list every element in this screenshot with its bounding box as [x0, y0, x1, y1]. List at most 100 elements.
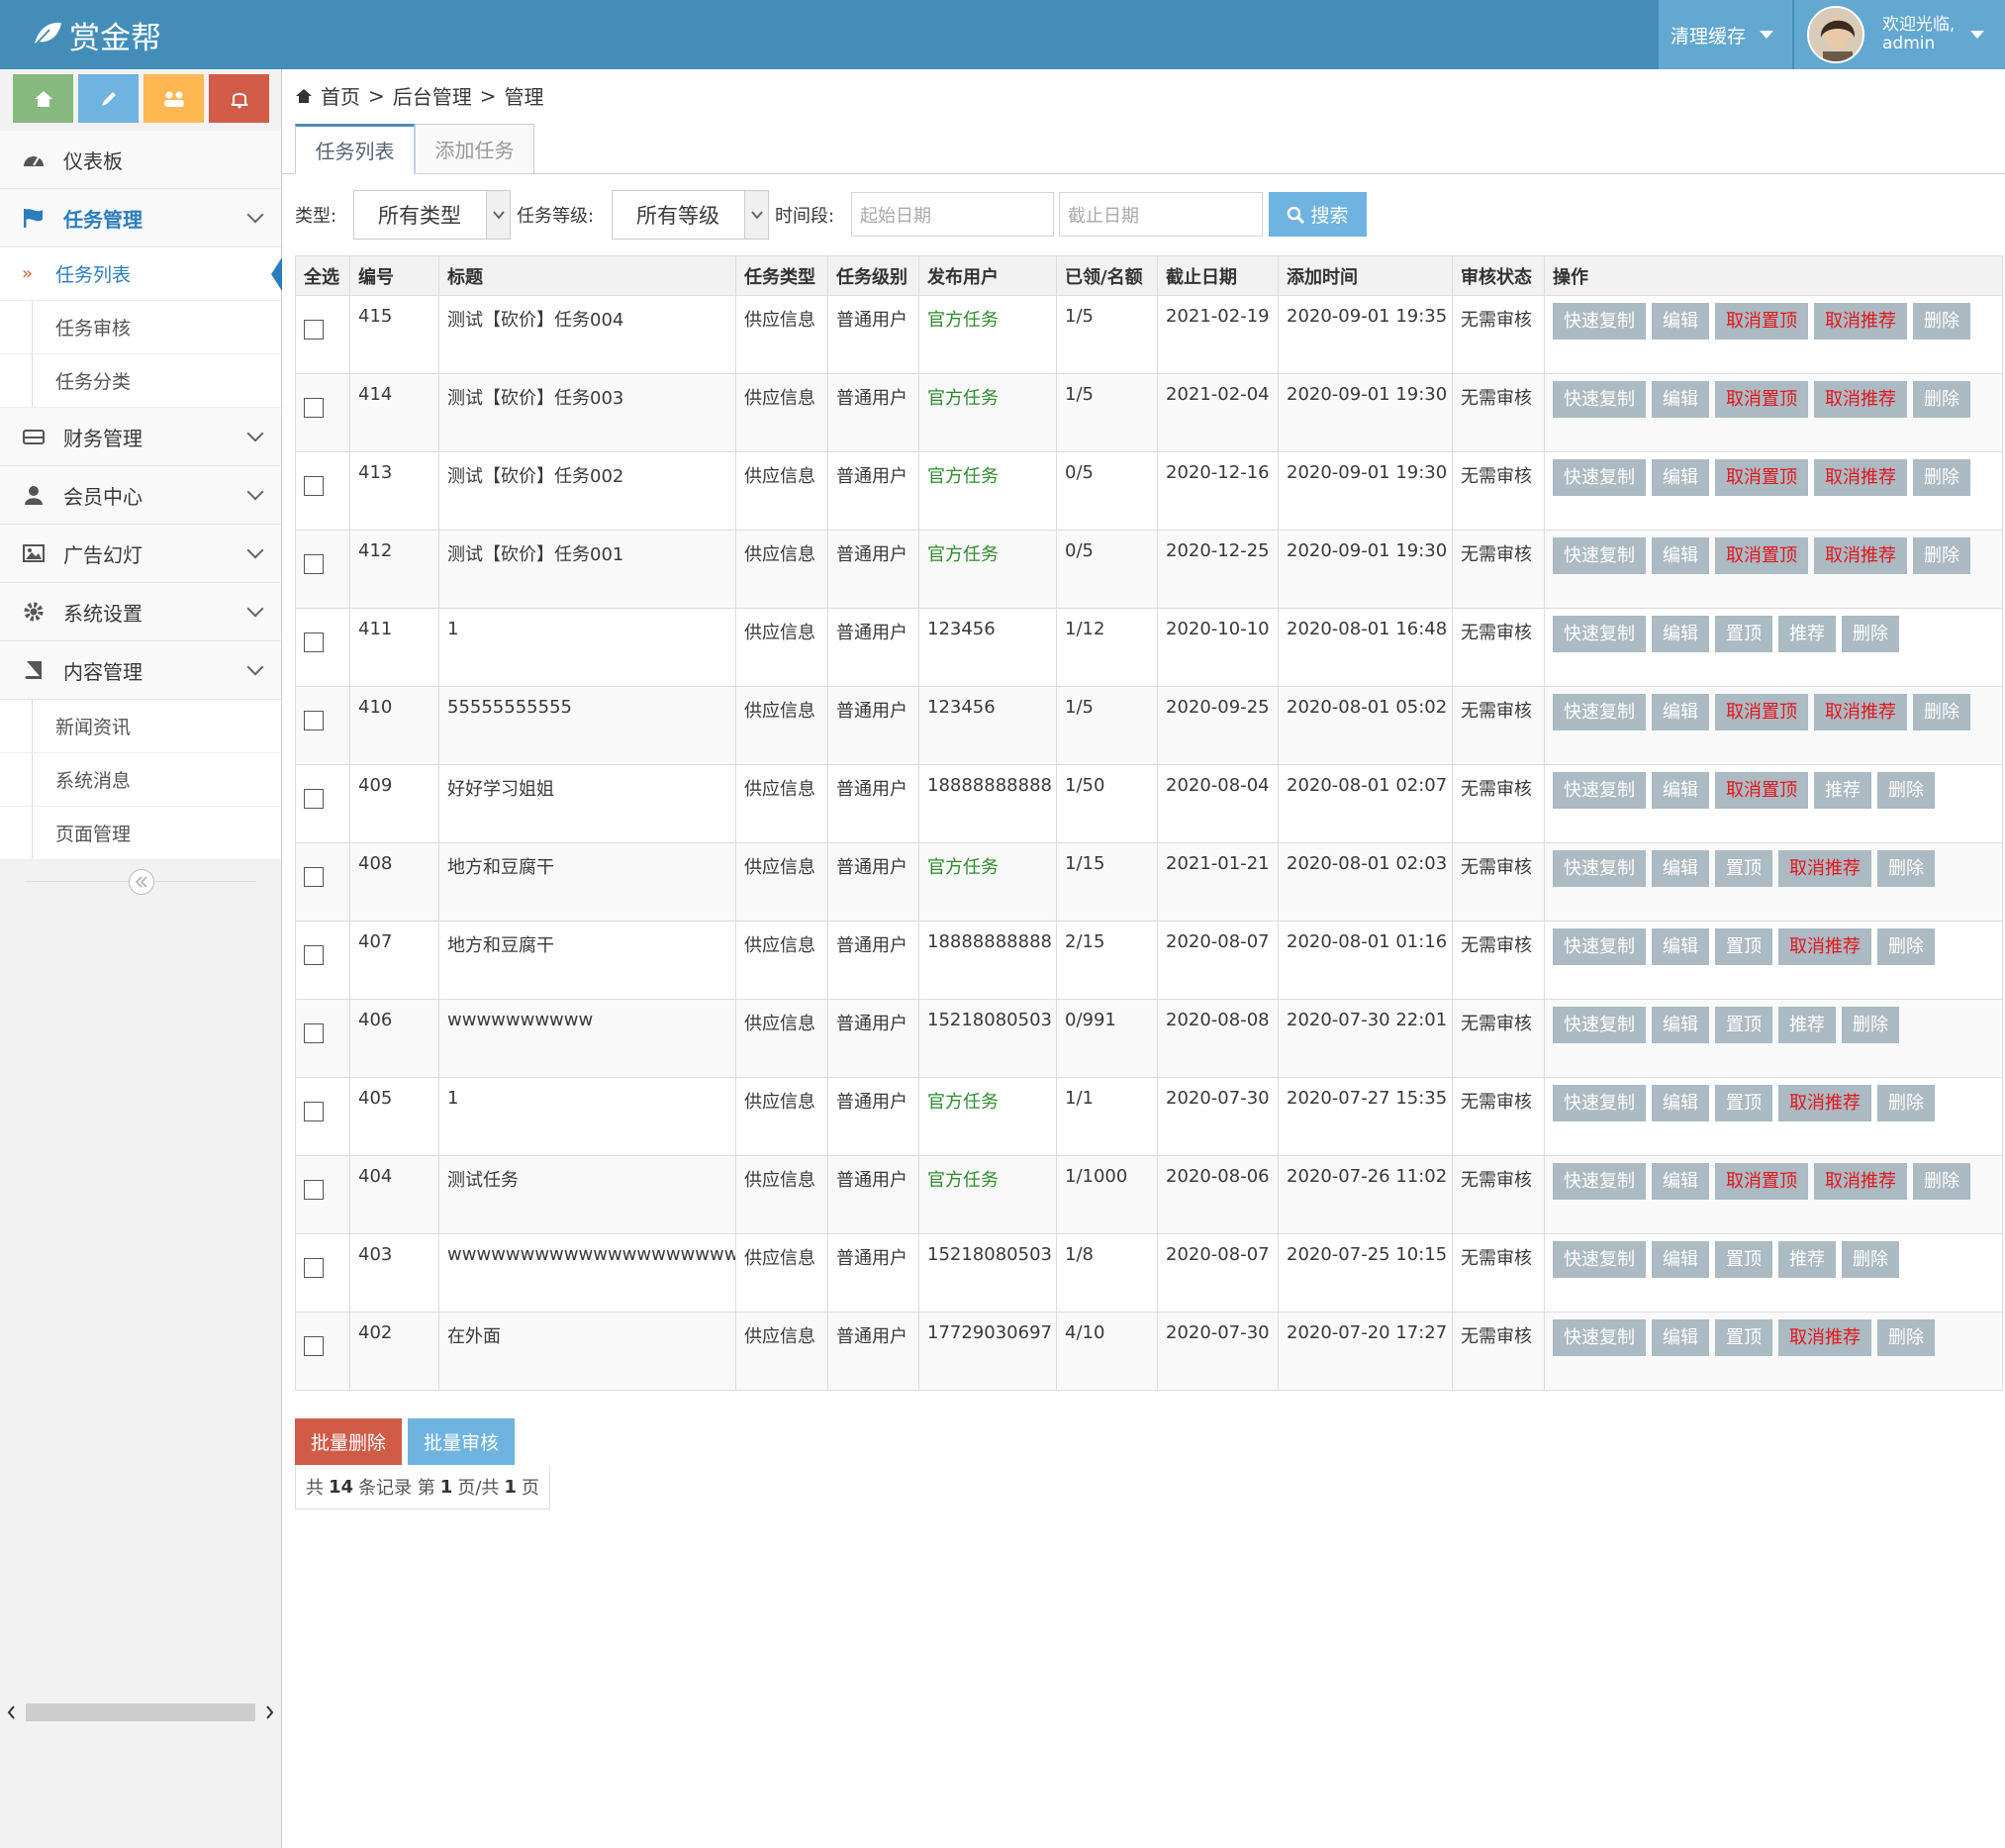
action-button[interactable]: 取消推荐	[1814, 303, 1907, 340]
action-button[interactable]: 取消置顶	[1715, 694, 1808, 730]
action-button[interactable]: 删除	[1913, 694, 1970, 730]
shortcut-edit[interactable]	[78, 74, 139, 123]
action-button[interactable]: 推荐	[1778, 1241, 1836, 1278]
level-select[interactable]: 所有等级	[612, 190, 769, 240]
scrollbar[interactable]	[6, 1702, 275, 1722]
breadcrumb-item[interactable]: 首页	[321, 85, 360, 109]
action-button[interactable]: 编辑	[1652, 381, 1709, 418]
checkbox[interactable]	[304, 476, 324, 496]
action-button[interactable]: 删除	[1877, 1319, 1935, 1356]
action-button[interactable]: 删除	[1842, 616, 1899, 652]
action-button[interactable]: 置顶	[1715, 1319, 1772, 1356]
action-button[interactable]: 置顶	[1715, 1085, 1772, 1121]
submenu-item[interactable]: 任务审核	[0, 301, 281, 354]
checkbox[interactable]	[304, 632, 324, 652]
submenu-item[interactable]: 系统消息	[0, 753, 281, 807]
action-button[interactable]: 删除	[1842, 1241, 1899, 1278]
shortcut-users[interactable]	[143, 74, 204, 123]
action-button[interactable]: 推荐	[1778, 1007, 1836, 1043]
breadcrumb-item[interactable]: 后台管理	[392, 85, 472, 109]
batch-delete-button[interactable]: 批量删除	[295, 1418, 402, 1465]
action-button[interactable]: 编辑	[1652, 1085, 1709, 1121]
action-button[interactable]: 取消推荐	[1814, 459, 1907, 496]
action-button[interactable]: 编辑	[1652, 1241, 1709, 1278]
submenu-item[interactable]: 任务列表 »	[0, 247, 282, 301]
action-button[interactable]: 快速复制	[1553, 694, 1646, 730]
checkbox[interactable]	[304, 320, 324, 340]
action-button[interactable]: 快速复制	[1553, 772, 1646, 809]
action-button[interactable]: 编辑	[1652, 1163, 1709, 1200]
action-button[interactable]: 置顶	[1715, 1241, 1772, 1278]
checkbox[interactable]	[304, 554, 324, 574]
type-select[interactable]: 所有类型	[353, 190, 511, 240]
action-button[interactable]: 编辑	[1652, 1007, 1709, 1043]
action-button[interactable]: 删除	[1877, 928, 1935, 965]
action-button[interactable]: 取消推荐	[1778, 850, 1871, 887]
action-button[interactable]: 删除	[1913, 537, 1970, 574]
checkbox[interactable]	[304, 711, 324, 730]
action-button[interactable]: 快速复制	[1553, 537, 1646, 574]
action-button[interactable]: 取消置顶	[1715, 303, 1808, 340]
action-button[interactable]: 删除	[1877, 850, 1935, 887]
menu-item[interactable]: 仪表板	[0, 131, 281, 189]
action-button[interactable]: 删除	[1877, 772, 1935, 809]
action-button[interactable]: 取消推荐	[1814, 1163, 1907, 1200]
action-button[interactable]: 快速复制	[1553, 928, 1646, 965]
checkbox[interactable]	[304, 789, 324, 809]
action-button[interactable]: 置顶	[1715, 616, 1772, 652]
batch-review-button[interactable]: 批量审核	[408, 1418, 515, 1465]
clear-cache-button[interactable]: 清理缓存	[1659, 0, 1792, 69]
action-button[interactable]: 快速复制	[1553, 850, 1646, 887]
action-button[interactable]: 取消推荐	[1814, 537, 1907, 574]
submenu-item[interactable]: 新闻资讯	[0, 700, 281, 753]
action-button[interactable]: 快速复制	[1553, 1241, 1646, 1278]
action-button[interactable]: 删除	[1913, 459, 1970, 496]
action-button[interactable]: 取消置顶	[1715, 1163, 1808, 1200]
action-button[interactable]: 推荐	[1814, 772, 1871, 809]
action-button[interactable]: 取消推荐	[1814, 381, 1907, 418]
menu-item[interactable]: 广告幻灯	[0, 525, 281, 583]
action-button[interactable]: 编辑	[1652, 303, 1709, 340]
action-button[interactable]: 快速复制	[1553, 381, 1646, 418]
action-button[interactable]: 编辑	[1652, 850, 1709, 887]
action-button[interactable]: 取消推荐	[1778, 1085, 1871, 1121]
action-button[interactable]: 删除	[1913, 1163, 1970, 1200]
checkbox[interactable]	[304, 1102, 324, 1121]
action-button[interactable]: 编辑	[1652, 537, 1709, 574]
menu-item[interactable]: 任务管理	[0, 189, 281, 247]
action-button[interactable]: 快速复制	[1553, 459, 1646, 496]
action-button[interactable]: 编辑	[1652, 616, 1709, 652]
action-button[interactable]: 取消推荐	[1778, 1319, 1871, 1356]
menu-item[interactable]: 系统设置	[0, 583, 281, 641]
action-button[interactable]: 编辑	[1652, 772, 1709, 809]
action-button[interactable]: 编辑	[1652, 1319, 1709, 1356]
action-button[interactable]: 快速复制	[1553, 616, 1646, 652]
action-button[interactable]: 编辑	[1652, 928, 1709, 965]
checkbox[interactable]	[304, 398, 324, 418]
action-button[interactable]: 删除	[1913, 381, 1970, 418]
action-button[interactable]: 取消置顶	[1715, 772, 1808, 809]
tab[interactable]: 添加任务	[415, 124, 534, 174]
action-button[interactable]: 快速复制	[1553, 1319, 1646, 1356]
menu-item[interactable]: 内容管理	[0, 641, 281, 700]
shortcut-home[interactable]	[13, 74, 73, 123]
checkbox[interactable]	[304, 1180, 324, 1200]
action-button[interactable]: 快速复制	[1553, 1007, 1646, 1043]
checkbox[interactable]	[304, 1023, 324, 1043]
action-button[interactable]: 删除	[1877, 1085, 1935, 1121]
action-button[interactable]: 取消推荐	[1778, 928, 1871, 965]
logo[interactable]: 赏金帮	[69, 21, 161, 56]
submenu-item[interactable]: 页面管理	[0, 807, 281, 860]
action-button[interactable]: 置顶	[1715, 1007, 1772, 1043]
menu-item[interactable]: 会员中心	[0, 466, 281, 525]
action-button[interactable]: 推荐	[1778, 616, 1836, 652]
action-button[interactable]: 快速复制	[1553, 1085, 1646, 1121]
checkbox[interactable]	[304, 945, 324, 965]
action-button[interactable]: 置顶	[1715, 850, 1772, 887]
search-button[interactable]: 搜索	[1269, 192, 1367, 237]
checkbox[interactable]	[304, 867, 324, 887]
menu-item[interactable]: 财务管理	[0, 408, 281, 466]
checkbox[interactable]	[304, 1336, 324, 1356]
action-button[interactable]: 取消置顶	[1715, 459, 1808, 496]
action-button[interactable]: 编辑	[1652, 459, 1709, 496]
